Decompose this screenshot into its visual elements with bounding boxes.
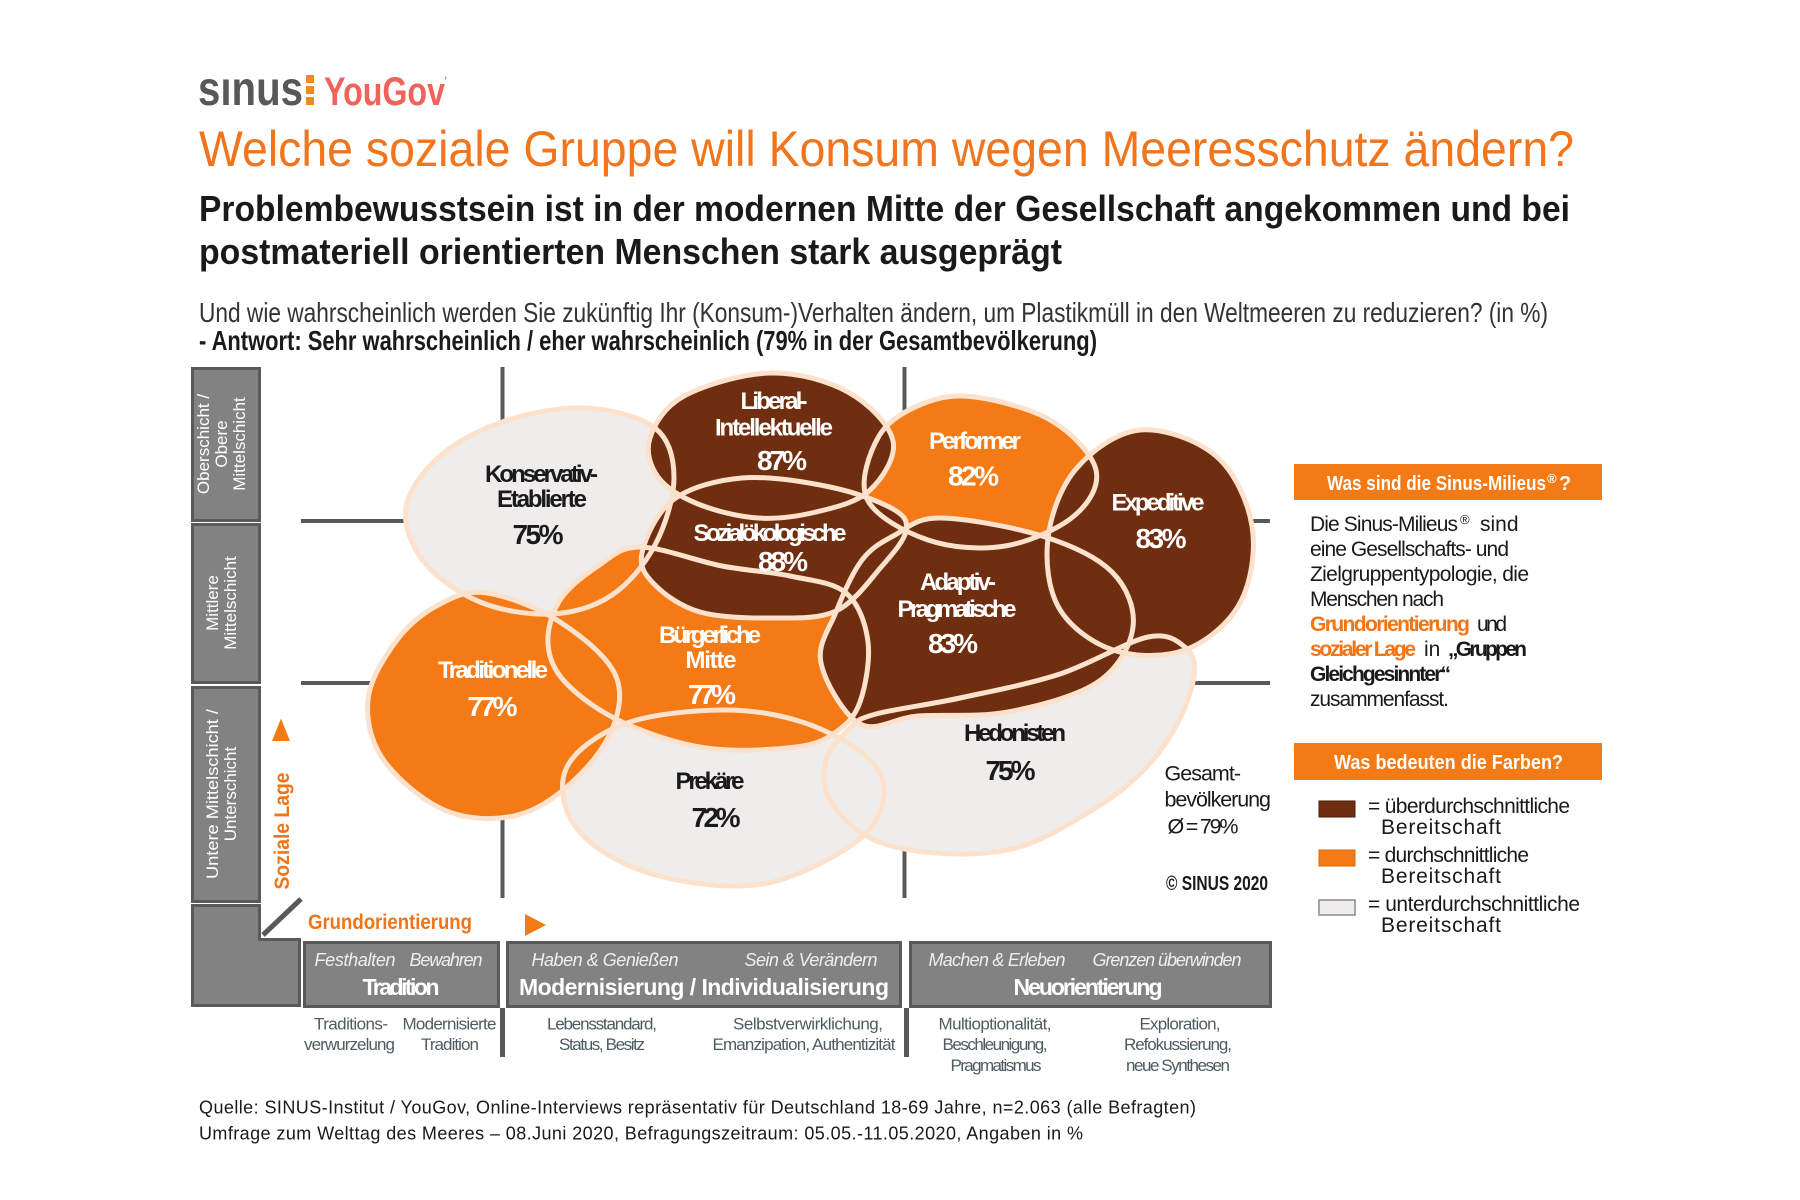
svg-text:Liberal-: Liberal- — [741, 388, 808, 415]
svg-text:Mittelschicht: Mittelschicht — [221, 556, 240, 650]
svg-text:Refokussierung,: Refokussierung, — [1124, 1035, 1232, 1054]
svg-text:Traditionelle: Traditionelle — [438, 657, 548, 684]
svg-text:© SINUS 2020: © SINUS 2020 — [1166, 873, 1268, 895]
svg-text:Etablierte: Etablierte — [497, 486, 587, 513]
svg-text:82%: 82% — [948, 461, 999, 492]
svg-text:Mitte: Mitte — [686, 647, 737, 674]
svg-text:Die Sinus-Milieus: Die Sinus-Milieus — [1310, 513, 1458, 536]
svg-text:®: ® — [1547, 471, 1557, 486]
svg-text:72%: 72% — [692, 802, 741, 833]
svg-text:Neuorientierung: Neuorientierung — [1014, 974, 1163, 1000]
svg-text:Quelle: SINUS-Institut / YouGo: Quelle: SINUS-Institut / YouGov, Online-… — [199, 1098, 1196, 1118]
svg-text:Was sind die Sinus-Milieus: Was sind die Sinus-Milieus — [1327, 473, 1546, 495]
svg-text:Grundorientierung: Grundorientierung — [308, 911, 472, 934]
svg-text:Mittlere: Mittlere — [203, 575, 222, 631]
svg-text:Sein & Verändern: Sein & Verändern — [745, 950, 878, 970]
svg-text:Emanzipation, Authentizität: Emanzipation, Authentizität — [713, 1035, 896, 1054]
svg-text:Multioptionalität,: Multioptionalität, — [939, 1015, 1052, 1034]
svg-text:Adaptiv-: Adaptiv- — [920, 569, 996, 596]
svg-text:Gesamt-: Gesamt- — [1165, 762, 1242, 786]
svg-text:„Gruppen: „Gruppen — [1448, 638, 1527, 661]
svg-text:Unterschicht: Unterschicht — [221, 746, 240, 841]
svg-text:75%: 75% — [513, 519, 564, 550]
svg-text:neue Synthesen: neue Synthesen — [1126, 1056, 1230, 1075]
svg-text:sozialer Lage: sozialer Lage — [1310, 638, 1416, 661]
svg-text:Machen & Erleben: Machen & Erleben — [929, 950, 1066, 970]
svg-text:Festhalten: Festhalten — [315, 950, 396, 970]
svg-text:Selbstverwirklichung,: Selbstverwirklichung, — [733, 1015, 883, 1034]
svg-text:Expeditive: Expeditive — [1112, 490, 1205, 517]
svg-text:83%: 83% — [1136, 523, 1187, 554]
svg-text:YouGov: YouGov — [324, 70, 446, 114]
svg-text:Ø = 79%: Ø = 79% — [1168, 815, 1239, 839]
svg-text:= durchschnittliche: = durchschnittliche — [1368, 844, 1529, 867]
svg-text:Tradition: Tradition — [421, 1035, 479, 1054]
svg-text:Prekäre: Prekäre — [676, 768, 745, 795]
svg-text:Modernisierung / Individualisi: Modernisierung / Individualisierung — [519, 974, 889, 1000]
svg-text:Grenzen überwinden: Grenzen überwinden — [1093, 950, 1242, 970]
svg-text:Tradition: Tradition — [363, 974, 440, 1000]
svg-text:und: und — [1477, 613, 1507, 636]
svg-text:Intellektuelle: Intellektuelle — [715, 415, 833, 442]
svg-text:zusammenfasst.: zusammenfasst. — [1310, 688, 1449, 711]
svg-text:Hedonisten: Hedonisten — [964, 720, 1066, 747]
svg-text:Lebensstandard,: Lebensstandard, — [547, 1015, 657, 1034]
svg-text:87%: 87% — [757, 445, 807, 476]
svg-text:postmateriell orientierten Men: postmateriell orientierten Menschen star… — [199, 231, 1062, 272]
svg-text:Oberschicht /: Oberschicht / — [194, 394, 213, 494]
svg-text:Obere: Obere — [212, 420, 231, 467]
svg-text:Bewahren: Bewahren — [410, 950, 483, 970]
svg-text:Soziale Lage: Soziale Lage — [271, 773, 294, 890]
svg-text:= überdurchschnittliche: = überdurchschnittliche — [1368, 795, 1570, 818]
svg-text:bevölkerung: bevölkerung — [1165, 787, 1272, 811]
svg-text:Untere Mittelschicht /: Untere Mittelschicht / — [203, 709, 222, 879]
svg-text:83%: 83% — [928, 628, 978, 659]
svg-text:Gleichgesinnter“: Gleichgesinnter“ — [1310, 663, 1451, 686]
svg-text:sind: sind — [1480, 513, 1519, 536]
svg-text:Performer: Performer — [929, 428, 1021, 455]
svg-text:Bereitschaft: Bereitschaft — [1381, 914, 1501, 937]
svg-text:Konservativ-: Konservativ- — [485, 461, 598, 488]
svg-text:- Antwort: Sehr wahrscheinlich: - Antwort: Sehr wahrscheinlich / eher wa… — [199, 325, 1097, 356]
svg-text:Bereitschaft: Bereitschaft — [1381, 865, 1501, 888]
svg-text:Traditions-: Traditions- — [314, 1015, 388, 1034]
svg-text:Haben & Genießen: Haben & Genießen — [532, 950, 679, 970]
svg-text:Umfrage zum Welttag des Meeres: Umfrage zum Welttag des Meeres – 08.Juni… — [199, 1124, 1083, 1144]
svg-text:77%: 77% — [688, 679, 736, 710]
svg-text:Mittelschicht: Mittelschicht — [230, 397, 249, 491]
svg-text:= unterdurchschnittliche: = unterdurchschnittliche — [1368, 893, 1580, 916]
svg-text:75%: 75% — [986, 755, 1036, 786]
svg-text:88%: 88% — [758, 546, 808, 577]
svg-text:Menschen nach: Menschen nach — [1310, 588, 1444, 611]
svg-text:Und wie wahrscheinlich werden: Und wie wahrscheinlich werden Sie zukünf… — [199, 297, 1548, 328]
svg-text:Welche soziale Gruppe will Kon: Welche soziale Gruppe will Konsum wegen … — [199, 121, 1574, 177]
svg-text:?: ? — [1559, 473, 1571, 495]
svg-text:®: ® — [1460, 512, 1470, 527]
svg-text:Was bedeuten die Farben?: Was bedeuten die Farben? — [1334, 752, 1563, 774]
svg-text:’: ’ — [444, 73, 447, 89]
svg-text:eine Gesellschafts- und: eine Gesellschafts- und — [1310, 538, 1509, 561]
svg-text:Pragmatische: Pragmatische — [898, 596, 1017, 623]
svg-text:Sozialökologische: Sozialökologische — [694, 520, 847, 547]
svg-text:Modernisierte: Modernisierte — [403, 1015, 497, 1034]
svg-text:verwurzelung: verwurzelung — [304, 1035, 395, 1054]
svg-text:Zielgruppentypologie, die: Zielgruppentypologie, die — [1310, 563, 1529, 586]
svg-text:Pragmatismus: Pragmatismus — [951, 1056, 1042, 1075]
svg-text:Exploration,: Exploration, — [1140, 1015, 1221, 1034]
svg-text:Problembewusstsein ist in der: Problembewusstsein ist in der modernen M… — [199, 188, 1570, 229]
svg-text:77%: 77% — [468, 691, 518, 722]
svg-text:Bürgerliche: Bürgerliche — [659, 622, 761, 649]
svg-text:in: in — [1424, 638, 1440, 661]
svg-text:Grundorientierung: Grundorientierung — [1310, 613, 1470, 636]
svg-text:Bereitschaft: Bereitschaft — [1381, 816, 1501, 839]
svg-text:Beschleunigung,: Beschleunigung, — [943, 1035, 1048, 1054]
svg-text:sınus: sınus — [198, 63, 303, 116]
svg-text:Status, Besitz: Status, Besitz — [559, 1035, 645, 1054]
